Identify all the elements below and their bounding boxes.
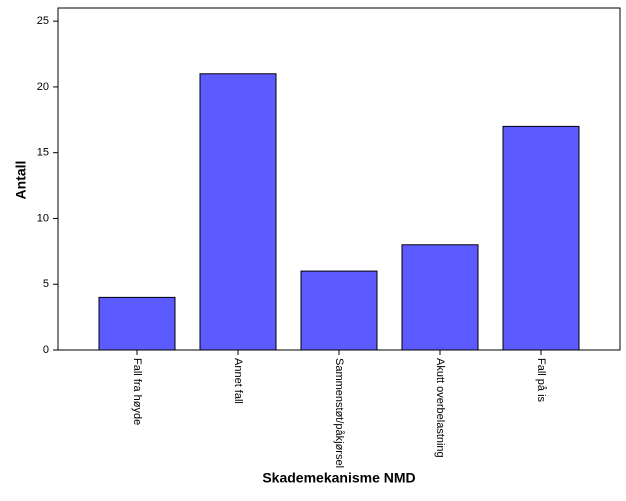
bar: [199, 73, 277, 351]
y-axis-title: Antall: [13, 161, 29, 200]
x-tick-label: Annet fall: [232, 358, 244, 404]
bar: [401, 244, 479, 351]
y-tick-label: 10: [37, 212, 49, 224]
x-tick-label: Akutt overbelastning: [434, 358, 446, 458]
bar: [98, 296, 176, 351]
x-tick-label: Sammenstøt/påkjørsel: [333, 358, 345, 468]
y-tick-label: 25: [37, 15, 49, 27]
x-tick-label: Fall på is: [535, 358, 547, 403]
bar: [502, 125, 580, 351]
bar: [300, 270, 378, 351]
y-tick-label: 15: [37, 147, 49, 159]
y-tick-label: 0: [43, 344, 49, 356]
x-axis-title: Skademekanisme NMD: [262, 470, 415, 486]
x-tick-label: Fall fra høyde: [131, 358, 143, 425]
y-tick-label: 5: [43, 278, 49, 290]
y-tick-label: 20: [37, 81, 49, 93]
